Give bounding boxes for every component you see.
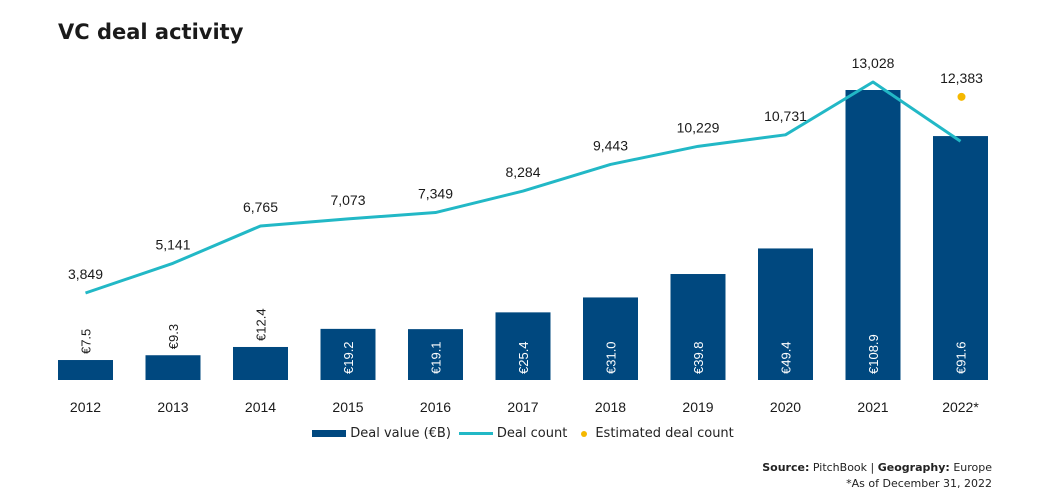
deal-count-label-2016: 7,349 [418,186,453,202]
x-tick-2016: 2016 [420,399,451,415]
x-tick-2017: 2017 [507,399,538,415]
bar-label-2019: €39.8 [691,341,706,374]
chart-title: VC deal activity [58,20,244,44]
bar-label-2022: €91.6 [954,341,969,374]
bar-2012 [58,360,113,380]
x-tick-2013: 2013 [157,399,188,415]
bar-label-2015: €19.2 [341,341,356,374]
bar-2022 [933,136,988,380]
source-separator: | [870,461,875,474]
x-tick-2018: 2018 [595,399,626,415]
bar-2021 [845,90,901,380]
bar-label-2017: €25.4 [516,341,531,374]
footnote: *As of December 31, 2022 [846,477,992,490]
x-tick-2022: 2022* [942,399,979,415]
bar-2018 [583,297,638,380]
estimated-deal-count-label: 12,383 [940,70,983,86]
deal-count-label-2013: 5,141 [155,236,190,252]
x-tick-2021: 2021 [857,399,888,415]
deal-count-label-2015: 7,073 [330,192,365,208]
bar-label-2012: €7.5 [79,329,94,354]
x-tick-2020: 2020 [770,399,801,415]
deal-count-line [85,80,962,295]
bar-label-2013: €9.3 [166,324,181,349]
deal-count-label-2017: 8,284 [505,164,540,180]
x-tick-2019: 2019 [682,399,713,415]
legend-label-deal-value: Deal value (€B) [350,426,451,441]
bar-label-2020: €49.4 [779,341,794,374]
legend: Deal value (€B) Deal count Estimated dea… [0,426,1046,441]
deal-count-label-2019: 10,229 [677,119,720,135]
bar-2013 [145,355,201,380]
x-tick-2014: 2014 [245,399,276,415]
chart-area: €7.5 2012 €9.3 2013 €12.4 2014 €19.2 2015 €19.1 2… [58,55,988,415]
bar-2017 [495,312,551,380]
x-tick-2012: 2012 [70,399,101,415]
x-tick-2015: 2015 [332,399,363,415]
deal-count-label-2014: 6,765 [243,199,278,215]
bar-2019 [670,274,726,380]
source-label: Source: [762,461,810,474]
bar-2016 [408,329,463,380]
legend-item-deal-count: Deal count [458,426,568,441]
source-line: Source: PitchBook | Geography: Europe [762,460,992,476]
deal-count-label-2021: 13,028 [852,55,895,71]
bar-2015 [320,328,376,380]
estimated-deal-count-point [957,92,966,101]
deal-count-label-2018: 9,443 [593,137,628,153]
legend-label-deal-count: Deal count [496,426,568,441]
deal-count-label-2020: 10,731 [764,108,807,124]
bar-label-2016: €19.1 [429,341,444,374]
source-note: Source: PitchBook | Geography: Europe *A… [762,460,992,492]
bar-label-2014: €12.4 [254,308,269,341]
bar-2014 [233,346,288,380]
geography-value: Europe [953,461,992,474]
bar-2020 [758,248,813,380]
legend-swatch-line [458,432,493,435]
bar-label-2021: €108.9 [866,334,881,374]
legend-item-estimated: Estimated deal count [575,426,734,441]
deal-count-label-2012: 3,849 [68,266,103,282]
legend-item-deal-value: Deal value (€B) [312,426,451,441]
bar-label-2018: €31.0 [604,341,619,374]
source-value: PitchBook [812,461,868,474]
legend-swatch-bar [312,430,347,437]
legend-swatch-dot [581,430,588,437]
geography-label: Geography: [877,461,950,474]
legend-label-estimated: Estimated deal count [595,426,734,441]
